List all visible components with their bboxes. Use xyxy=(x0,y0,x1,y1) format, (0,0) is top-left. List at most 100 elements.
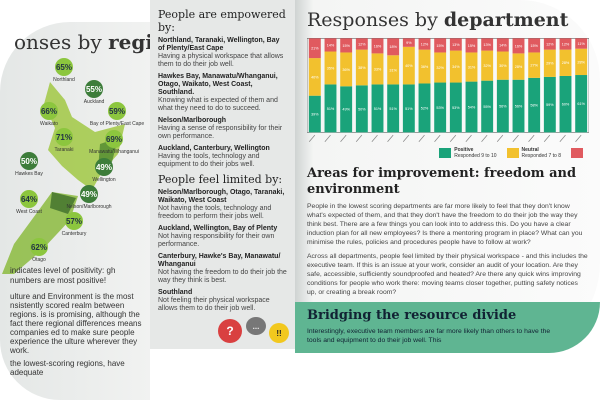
bar-segment-neutral xyxy=(543,49,556,77)
region-score-bubble: 49% xyxy=(95,158,113,176)
category-tick-label xyxy=(434,134,441,143)
bar-data-label: 15% xyxy=(530,44,538,48)
bar-segment-positive xyxy=(528,77,541,133)
bar-segment-neutral xyxy=(481,50,494,81)
bar-data-label: 49% xyxy=(342,108,350,112)
bar-segment-negative xyxy=(575,38,588,49)
region-names: Northland, Taranaki, Wellington, Bay of … xyxy=(158,37,280,52)
bar-segment-positive xyxy=(324,84,337,133)
category-tick-label xyxy=(528,134,535,143)
bar-segment-neutral xyxy=(324,51,337,85)
body-paragraph-2: the lowest-scoring regions, have adequat… xyxy=(10,359,125,377)
bar-data-label: 38% xyxy=(358,66,366,70)
region-score-bubble: 65% xyxy=(55,58,73,76)
bar-segment-negative xyxy=(559,38,572,50)
legend-swatch xyxy=(439,148,452,158)
bar-segment-negative xyxy=(308,38,321,59)
region-description: Not having the tools, technology and fre… xyxy=(158,205,272,220)
region-score-bubble: 49% xyxy=(80,185,98,203)
region-label: Northland xyxy=(53,77,75,83)
bar-data-label: 58% xyxy=(530,104,538,108)
category-tick-label xyxy=(308,134,316,143)
category-tick-label xyxy=(324,134,331,143)
region-description: Having the tools, technology and equipme… xyxy=(158,153,260,168)
bar-data-label: 33% xyxy=(374,67,382,71)
bar-segment-positive xyxy=(465,81,478,133)
bar-segment-negative xyxy=(528,38,541,53)
bar-data-label: 16% xyxy=(374,44,382,48)
bar-data-label: 15% xyxy=(468,44,476,48)
bar-data-label: 12% xyxy=(546,42,554,46)
bar-segment-negative xyxy=(512,38,525,54)
bar-data-label: 55% xyxy=(483,105,491,109)
improvement-paragraph-1: People in the lowest scoring departments… xyxy=(307,203,583,246)
category-tick-label xyxy=(512,134,519,143)
region-description: Having a physical workspace that allows … xyxy=(158,53,284,68)
bar-data-label: 52% xyxy=(421,106,429,110)
bar-segment-negative xyxy=(340,38,353,53)
bar-data-label: 59% xyxy=(546,103,554,107)
resource-title: Bridging the resource divide xyxy=(307,308,517,323)
icon-row: ? ... !! xyxy=(158,317,289,345)
bar-segment-neutral xyxy=(449,50,462,83)
category-tick-label xyxy=(559,134,566,143)
bar-data-label: 31% xyxy=(389,68,397,72)
bar-segment-neutral xyxy=(465,52,478,82)
bar-data-label: 21% xyxy=(311,47,319,51)
region-label: Canterbury xyxy=(61,231,87,237)
bar-data-label: 50% xyxy=(358,107,366,111)
legend-item xyxy=(571,146,586,160)
category-tick-label xyxy=(543,134,551,143)
bar-data-label: 32% xyxy=(483,64,491,68)
category-tick-label xyxy=(402,134,410,143)
bar-data-label: 61% xyxy=(577,102,585,106)
region-label: Otago xyxy=(32,257,46,263)
bar-segment-positive xyxy=(418,83,431,133)
bar-segment-negative xyxy=(387,38,400,56)
legend-note: indicates level of positivity: gh number… xyxy=(10,266,116,285)
bar-segment-positive xyxy=(449,82,462,133)
region-score-bubble: 50% xyxy=(20,152,38,170)
body-text: ulture and Environment is the most nsist… xyxy=(10,292,146,381)
region-description: Not having responsibility for their own … xyxy=(158,233,275,248)
department-chart: 39% 40% 21% 51% 35% 14% 49% 36% 15% 50% 38% 12% 51% 3… xyxy=(307,38,589,143)
bar-segment-positive xyxy=(575,75,588,133)
bar-segment-neutral xyxy=(559,49,572,76)
category-tick-label xyxy=(355,134,363,143)
bar-data-label: 31% xyxy=(468,65,476,69)
region-names: Hawkes Bay, Manawatu/Whanganui, Otago, W… xyxy=(158,73,278,96)
region-column: People are empowered by: Northland, Tara… xyxy=(150,0,295,349)
bar-segment-positive xyxy=(402,84,415,133)
bar-segment-neutral xyxy=(355,49,368,86)
bar-data-label: 27% xyxy=(530,64,538,68)
region-names: Auckland, Wellington, Bay of Plenty xyxy=(158,225,278,232)
chart-legend: Positive Responded 9 to 10 Neutral Responde… xyxy=(295,146,600,160)
region-label: Manawatu/Whanganui xyxy=(89,149,139,155)
bar-data-label: 18% xyxy=(389,45,397,49)
limited-title: People feel limited by: xyxy=(158,173,283,186)
bar-data-label: 11% xyxy=(578,42,586,46)
category-tick-label xyxy=(481,134,488,143)
region-description: Not having the freedom to do their job t… xyxy=(158,269,287,284)
region-names: Canterbury, Hawke's Bay, Manawatu/ Whang… xyxy=(158,253,281,268)
bar-data-label: 32% xyxy=(436,66,444,70)
region-description: Not feeling their physical workspace all… xyxy=(158,297,270,312)
body-paragraph: ulture and Environment is the most nsist… xyxy=(10,292,142,355)
bar-segment-neutral xyxy=(402,46,415,85)
bar-data-label: 28% xyxy=(515,65,523,69)
bar-data-label: 14% xyxy=(499,43,507,47)
region-label: Hawkes Bay xyxy=(15,171,43,177)
bar-data-label: 36% xyxy=(421,65,429,69)
improvement-paragraph-2: Across all departments, people feel limi… xyxy=(307,253,588,296)
region-score-bubble: 71% xyxy=(55,128,73,146)
bar-data-label: 16% xyxy=(515,44,523,48)
region-names: Auckland, Canterbury, Wellington xyxy=(158,145,270,152)
bar-segment-negative xyxy=(543,38,556,50)
category-tick-label xyxy=(340,134,347,143)
question-icon: ? xyxy=(218,319,242,343)
bar-data-label: 53% xyxy=(436,106,444,110)
region-label: Wellington xyxy=(92,177,116,183)
bar-segment-negative xyxy=(434,38,447,53)
bar-segment-positive xyxy=(308,95,321,133)
right-page: Responses by department 39% 40% 21% 51% 35% 1… xyxy=(295,0,600,353)
